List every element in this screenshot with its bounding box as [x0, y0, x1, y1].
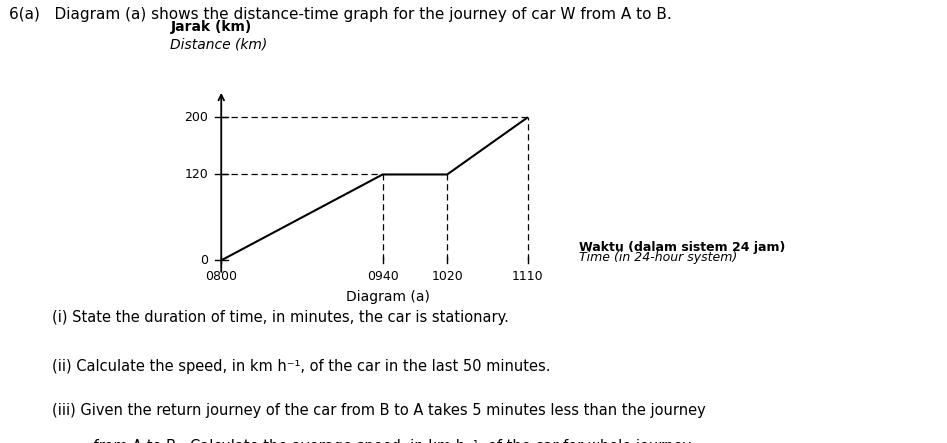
Text: 0: 0 [201, 254, 208, 267]
Text: 0800: 0800 [205, 270, 238, 284]
Text: Time (in 24-hour system): Time (in 24-hour system) [580, 251, 738, 264]
Text: (i) State the duration of time, in minutes, the car is stationary.: (i) State the duration of time, in minut… [52, 310, 509, 325]
Text: Waktu (dalam sistem 24 jam): Waktu (dalam sistem 24 jam) [580, 241, 786, 254]
Text: (iii) Given the return journey of the car from B to A takes 5 minutes less than : (iii) Given the return journey of the ca… [52, 403, 706, 418]
Text: Diagram (a): Diagram (a) [347, 290, 430, 304]
Text: 1020: 1020 [431, 270, 463, 284]
Text: from A to B.  Calculate the average speed, in km h⁻¹, of the car for whole journ: from A to B. Calculate the average speed… [52, 439, 694, 443]
Text: Distance (km): Distance (km) [170, 38, 268, 52]
Text: 200: 200 [185, 111, 208, 124]
Text: 0940: 0940 [366, 270, 399, 284]
Text: 1110: 1110 [512, 270, 544, 284]
Text: 6(a)   Diagram (a) shows the distance-time graph for the journey of car W from A: 6(a) Diagram (a) shows the distance-time… [9, 7, 672, 22]
Text: (ii) Calculate the speed, in km h⁻¹, of the car in the last 50 minutes.: (ii) Calculate the speed, in km h⁻¹, of … [52, 359, 550, 374]
Text: Jarak (km): Jarak (km) [170, 20, 252, 34]
Text: 120: 120 [185, 168, 208, 181]
